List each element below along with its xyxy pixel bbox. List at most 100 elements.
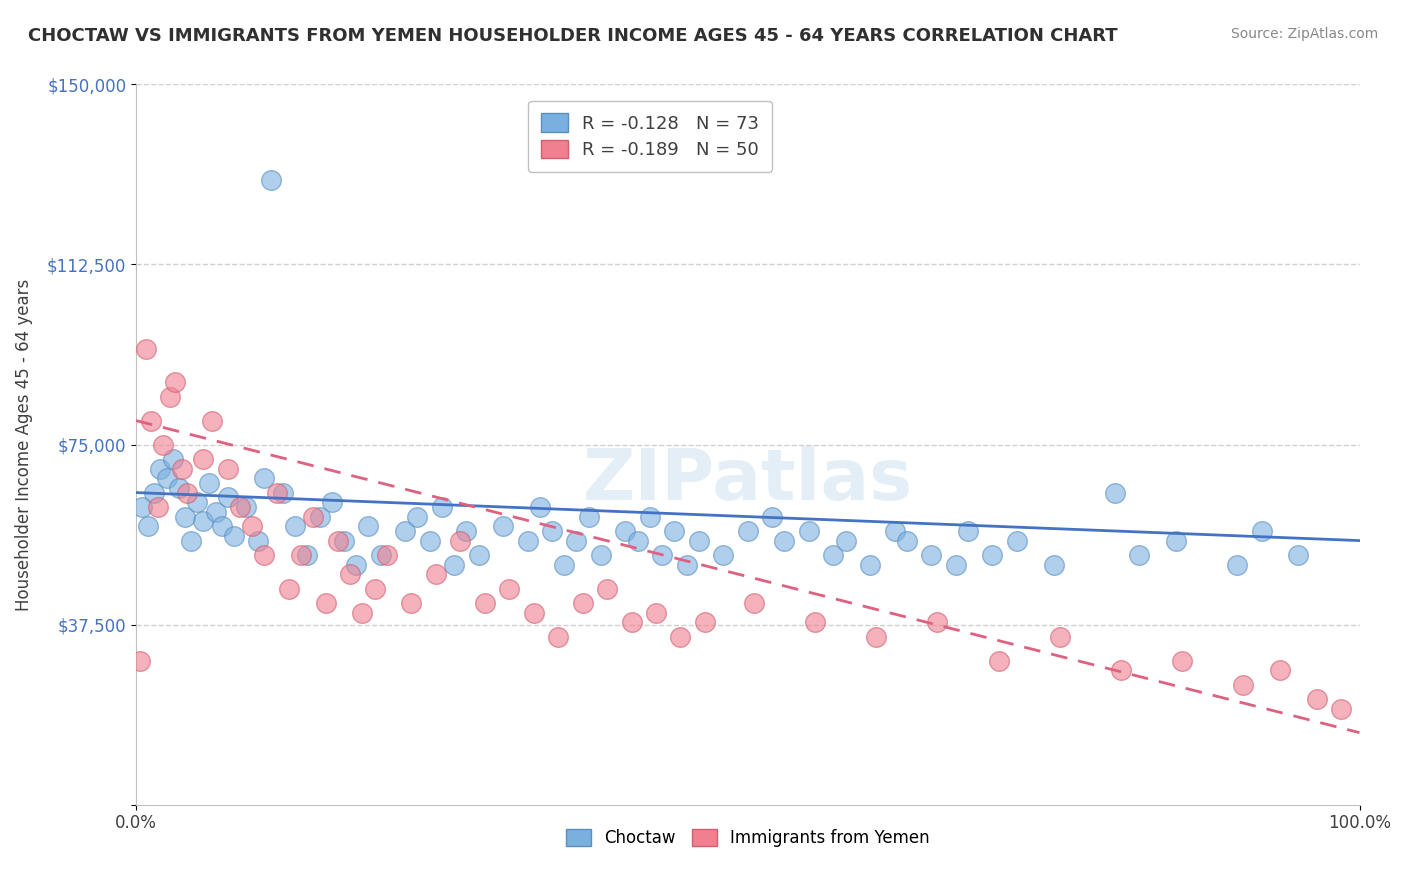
Point: [430, 500, 453, 514]
Point: [529, 500, 551, 514]
Point: [645, 606, 668, 620]
Point: [651, 548, 673, 562]
Point: [266, 485, 288, 500]
Point: [1005, 533, 1028, 548]
Y-axis label: Householder Income Ages 45 - 64 years: Householder Income Ages 45 - 64 years: [15, 278, 32, 611]
Point: [302, 509, 325, 524]
Point: [467, 548, 489, 562]
Point: [152, 437, 174, 451]
Point: [240, 519, 263, 533]
Point: [693, 615, 716, 630]
Point: [1232, 678, 1254, 692]
Point: [945, 558, 967, 572]
Point: [217, 491, 239, 505]
Point: [357, 519, 380, 533]
Point: [987, 654, 1010, 668]
Point: [277, 582, 299, 596]
Point: [1049, 630, 1071, 644]
Point: [737, 524, 759, 538]
Point: [920, 548, 942, 562]
Point: [614, 524, 637, 538]
Point: [761, 509, 783, 524]
Point: [333, 533, 356, 548]
Point: [456, 524, 478, 538]
Point: [578, 509, 600, 524]
Point: [627, 533, 650, 548]
Point: [174, 509, 197, 524]
Point: [1109, 663, 1132, 677]
Point: [797, 524, 820, 538]
Point: [523, 606, 546, 620]
Point: [135, 342, 157, 356]
Point: [406, 509, 429, 524]
Point: [492, 519, 515, 533]
Point: [176, 485, 198, 500]
Point: [180, 533, 202, 548]
Legend: R = -0.128   N = 73, R = -0.189   N = 50: R = -0.128 N = 73, R = -0.189 N = 50: [529, 101, 772, 172]
Point: [547, 630, 569, 644]
Point: [344, 558, 367, 572]
Text: CHOCTAW VS IMMIGRANTS FROM YEMEN HOUSEHOLDER INCOME AGES 45 - 64 YEARS CORRELATI: CHOCTAW VS IMMIGRANTS FROM YEMEN HOUSEHO…: [28, 27, 1118, 45]
Point: [596, 582, 619, 596]
Point: [155, 471, 177, 485]
Point: [1330, 701, 1353, 715]
Point: [804, 615, 827, 630]
Point: [131, 500, 153, 514]
Point: [571, 596, 593, 610]
Point: [321, 495, 343, 509]
Point: [229, 500, 252, 514]
Point: [211, 519, 233, 533]
Point: [1268, 663, 1291, 677]
Point: [235, 500, 257, 514]
Point: [419, 533, 441, 548]
Point: [927, 615, 949, 630]
Point: [1171, 654, 1194, 668]
Point: [1104, 485, 1126, 500]
Point: [1250, 524, 1272, 538]
Point: [159, 390, 181, 404]
Point: [143, 485, 166, 500]
Point: [865, 630, 887, 644]
Point: [449, 533, 471, 548]
Point: [370, 548, 392, 562]
Point: [834, 533, 856, 548]
Point: [186, 495, 208, 509]
Point: [1286, 548, 1309, 562]
Point: [326, 533, 349, 548]
Point: [742, 596, 765, 610]
Point: [259, 173, 281, 187]
Point: [883, 524, 905, 538]
Point: [425, 567, 447, 582]
Point: [541, 524, 564, 538]
Point: [669, 630, 692, 644]
Point: [253, 471, 276, 485]
Point: [217, 461, 239, 475]
Point: [315, 596, 337, 610]
Point: [308, 509, 330, 524]
Point: [896, 533, 918, 548]
Point: [290, 548, 312, 562]
Point: [165, 375, 187, 389]
Point: [1042, 558, 1064, 572]
Point: [172, 461, 194, 475]
Point: [394, 524, 416, 538]
Point: [193, 515, 215, 529]
Point: [193, 452, 215, 467]
Point: [204, 505, 226, 519]
Point: [1305, 692, 1327, 706]
Point: [498, 582, 520, 596]
Point: [823, 548, 845, 562]
Point: [139, 413, 162, 427]
Point: [375, 548, 398, 562]
Point: [773, 533, 796, 548]
Point: [956, 524, 979, 538]
Point: [638, 509, 661, 524]
Point: [688, 533, 710, 548]
Point: [297, 548, 319, 562]
Point: [146, 500, 169, 514]
Point: [711, 548, 734, 562]
Point: [981, 548, 1004, 562]
Point: [247, 533, 270, 548]
Point: [1226, 558, 1249, 572]
Point: [149, 461, 172, 475]
